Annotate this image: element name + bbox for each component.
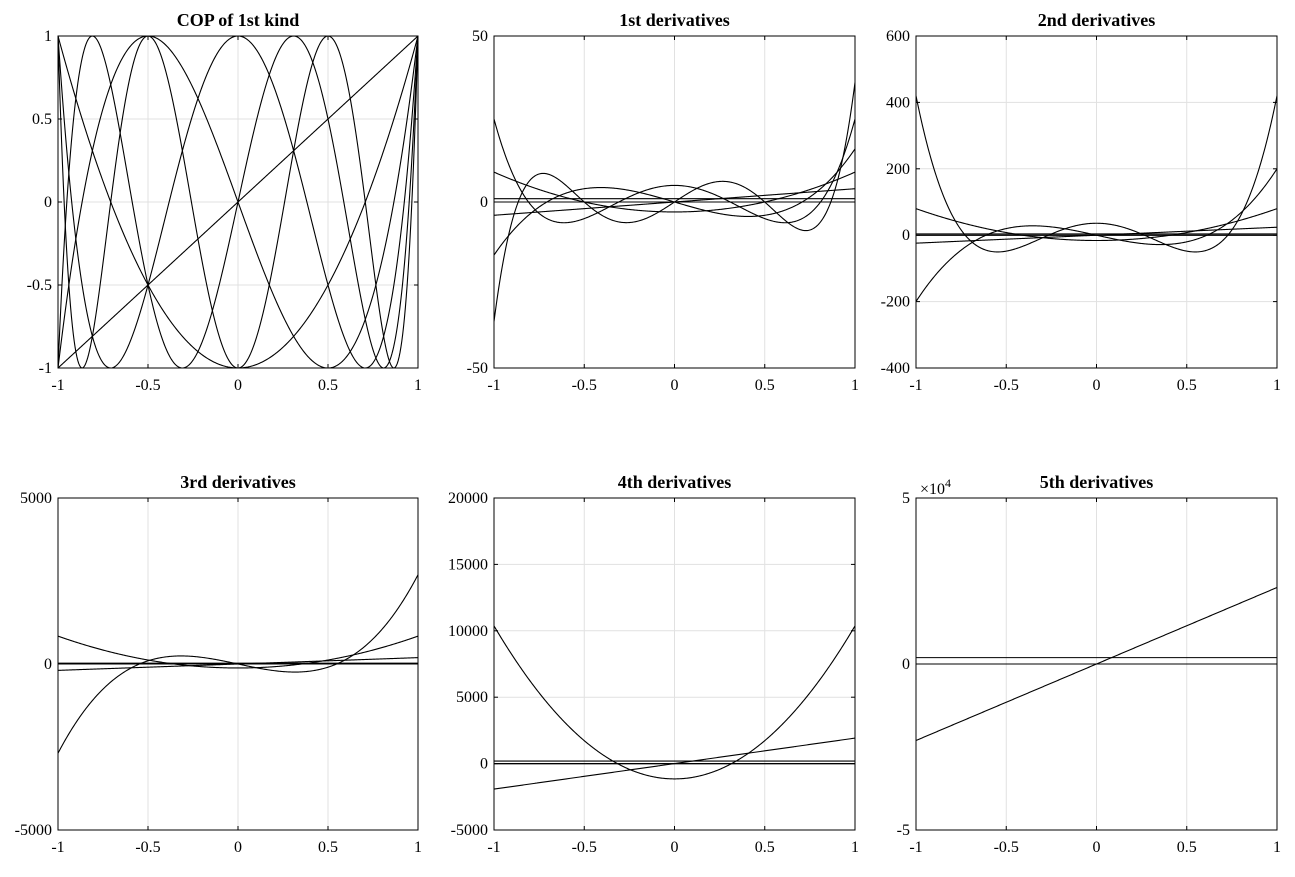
series-line-T6'''' (494, 625, 855, 780)
x-tick-label: 0.5 (1177, 377, 1197, 394)
y-tick-label: 5000 (20, 490, 52, 507)
x-tick-label: -0.5 (994, 839, 1019, 856)
series-line-T5''' (58, 635, 418, 669)
y-tick-label: 5 (902, 490, 910, 507)
chart-panel-5: -1 -0.5 0 0.5 1 -5000 0 5000 10000 15000 20000 4th … (448, 472, 859, 856)
x-tick-label: 0.5 (318, 839, 338, 856)
x-tick-label: 0 (1093, 377, 1101, 394)
chart-panel-3: -1 -0.5 0 0.5 1 -400 -200 0 200 400 600 2nd derivat… (881, 10, 1281, 394)
y-tick-label: 1 (44, 28, 52, 45)
x-tick-label: 0.5 (755, 839, 775, 856)
series-line-T6' (494, 82, 855, 322)
x-tick-label: -0.5 (572, 839, 597, 856)
y-tick-label: 200 (886, 161, 910, 178)
y-tick-label: -5000 (451, 822, 488, 839)
series-group (58, 36, 418, 368)
y-tick-label: -0.5 (27, 277, 52, 294)
chart-title: 2nd derivatives (1038, 10, 1156, 30)
series-group (494, 82, 855, 322)
series-line-T5'''' (494, 737, 855, 790)
y-tick-label: -400 (881, 360, 910, 377)
x-tick-label: -0.5 (572, 377, 597, 394)
y-tick-label: 0 (44, 194, 52, 211)
series-line-T6''' (58, 574, 418, 754)
y-tick-label: 600 (886, 28, 910, 45)
x-tick-label: -1 (487, 839, 500, 856)
series-line-T6'' (916, 95, 1277, 253)
series-line-T5'' (916, 168, 1277, 302)
y-tick-label: -200 (881, 294, 910, 311)
x-tick-label: -1 (909, 377, 922, 394)
y-tick-label: 0 (480, 194, 488, 211)
x-tick-label: 1 (1273, 377, 1281, 394)
chart-panel-2: -1 -0.5 0 0.5 1 -50 0 50 1st derivatives (467, 10, 859, 394)
y-tick-label: 20000 (448, 490, 488, 507)
y-tick-label: -5 (897, 822, 910, 839)
x-tick-label: 0.5 (318, 377, 338, 394)
chart-title: 4th derivatives (618, 472, 731, 492)
x-tick-label: 0 (234, 377, 242, 394)
x-tick-label: 1 (851, 377, 859, 394)
x-tick-label: -1 (51, 377, 64, 394)
x-tick-label: -0.5 (994, 377, 1019, 394)
y-tick-label: 0 (902, 656, 910, 673)
y-tick-label: 15000 (448, 556, 488, 573)
y-tick-label: 0.5 (32, 111, 52, 128)
y-tick-label: 0 (480, 756, 488, 773)
chart-panel-6: -1 -0.5 0 0.5 1 -5 0 5 ×104 5th derivatives (897, 472, 1281, 856)
series-line-T2 (58, 36, 418, 368)
x-tick-label: 0 (234, 839, 242, 856)
chart-title: 3rd derivatives (180, 472, 295, 492)
x-tick-label: -0.5 (135, 839, 160, 856)
series-group (916, 587, 1277, 741)
series-line-T5' (494, 118, 855, 224)
series-group (916, 95, 1277, 302)
y-tick-label: -5000 (15, 822, 52, 839)
x-tick-label: 0 (1093, 839, 1101, 856)
chart-panel-4: -1 -0.5 0 0.5 1 -5000 0 5000 3rd derivatives (15, 472, 422, 856)
x-tick-label: -1 (487, 377, 500, 394)
series-line-T4 (58, 36, 418, 368)
series-line-T6 (58, 36, 418, 368)
y-tick-label: 50 (472, 28, 488, 45)
series-line-T5 (58, 36, 418, 368)
y-tick-label: 400 (886, 94, 910, 111)
series-line-T6''''' (916, 587, 1277, 741)
y-tick-label: 0 (902, 227, 910, 244)
series-group (58, 574, 418, 754)
y-tick-label: 10000 (448, 623, 488, 640)
x-tick-label: -0.5 (135, 377, 160, 394)
chart-panel-1: -1 -0.5 0 0.5 1 -1 -0.5 0 0.5 1 COP of 1st kind (27, 10, 422, 394)
series-line-T4'' (916, 208, 1277, 242)
chart-title: COP of 1st kind (177, 10, 300, 30)
y-tick-label: 0 (44, 656, 52, 673)
x-tick-label: -1 (909, 839, 922, 856)
x-tick-label: -1 (51, 839, 64, 856)
chart-title: 1st derivatives (619, 10, 729, 30)
series-group (494, 625, 855, 790)
series-line-T3' (494, 171, 855, 213)
x-tick-label: 0.5 (1177, 839, 1197, 856)
chart-title: 5th derivatives (1040, 472, 1153, 492)
x-tick-label: 0.5 (755, 377, 775, 394)
y-tick-label: 5000 (456, 689, 488, 706)
x-tick-label: 0 (671, 839, 679, 856)
x-tick-label: 0 (671, 377, 679, 394)
x-tick-label: 1 (851, 839, 859, 856)
y-tick-label: -1 (39, 360, 52, 377)
y-exponent-label: ×104 (920, 476, 951, 498)
x-tick-label: 1 (414, 839, 422, 856)
y-tick-label: -50 (467, 360, 488, 377)
x-tick-label: 1 (414, 377, 422, 394)
x-tick-label: 1 (1273, 839, 1281, 856)
